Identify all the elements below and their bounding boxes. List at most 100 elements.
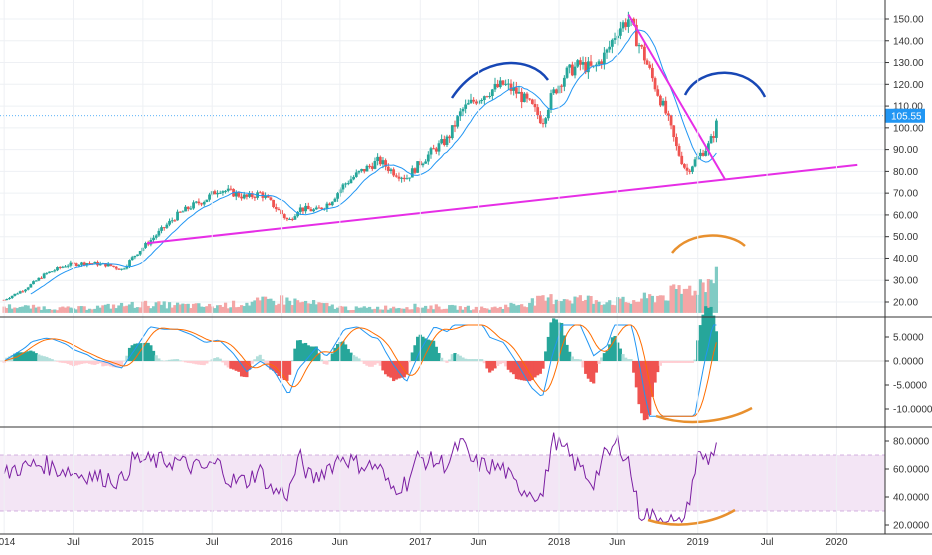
- candle-body[interactable]: [283, 214, 286, 218]
- candle-body[interactable]: [600, 61, 603, 64]
- candle-body[interactable]: [115, 267, 118, 269]
- candle-body[interactable]: [304, 206, 307, 211]
- candle-body[interactable]: [507, 84, 510, 85]
- candle-body[interactable]: [27, 288, 30, 290]
- candle-body[interactable]: [238, 192, 241, 196]
- candle-body[interactable]: [462, 109, 465, 111]
- candle-body[interactable]: [326, 204, 329, 209]
- candle-body[interactable]: [176, 212, 179, 221]
- candle-body[interactable]: [702, 153, 705, 156]
- candle-body[interactable]: [694, 159, 697, 166]
- candle-body[interactable]: [355, 172, 358, 177]
- candle-body[interactable]: [560, 86, 563, 87]
- candle-body[interactable]: [624, 22, 627, 27]
- candle-body[interactable]: [270, 198, 273, 200]
- candle-body[interactable]: [328, 204, 331, 205]
- candle-body[interactable]: [411, 168, 414, 177]
- candle-body[interactable]: [464, 105, 467, 109]
- candle-body[interactable]: [579, 60, 582, 65]
- candle-body[interactable]: [526, 94, 529, 99]
- candle-body[interactable]: [230, 189, 233, 190]
- candle-body[interactable]: [35, 281, 38, 282]
- candle-body[interactable]: [75, 263, 78, 266]
- candle-body[interactable]: [651, 68, 654, 78]
- candle-body[interactable]: [614, 38, 617, 40]
- candle-body[interactable]: [686, 168, 689, 171]
- candle-body[interactable]: [456, 116, 459, 126]
- candle-body[interactable]: [219, 193, 222, 194]
- candle-body[interactable]: [168, 221, 171, 225]
- candle-body[interactable]: [342, 184, 345, 189]
- candle-body[interactable]: [542, 123, 545, 124]
- candle-body[interactable]: [590, 61, 593, 65]
- candle-body[interactable]: [403, 178, 406, 179]
- candle-body[interactable]: [184, 207, 187, 212]
- candle-body[interactable]: [502, 80, 505, 84]
- candle-body[interactable]: [205, 200, 208, 202]
- candle-body[interactable]: [45, 273, 48, 274]
- candle-body[interactable]: [662, 101, 665, 106]
- candle-body[interactable]: [486, 96, 489, 97]
- volume-arc[interactable]: [672, 236, 745, 253]
- candle-body[interactable]: [157, 231, 160, 236]
- candle-body[interactable]: [368, 166, 371, 167]
- candle-body[interactable]: [286, 218, 289, 219]
- candle-body[interactable]: [152, 238, 155, 240]
- candle-body[interactable]: [294, 216, 297, 220]
- candle-body[interactable]: [69, 263, 72, 266]
- candle-body[interactable]: [173, 220, 176, 221]
- candle-body[interactable]: [299, 207, 302, 212]
- candle-body[interactable]: [51, 271, 54, 272]
- candle-body[interactable]: [315, 208, 318, 210]
- candle-body[interactable]: [408, 178, 411, 179]
- candle-body[interactable]: [88, 263, 91, 264]
- candle-body[interactable]: [571, 65, 574, 76]
- support-trendline[interactable]: [147, 165, 857, 243]
- candle-body[interactable]: [16, 294, 19, 295]
- candle-body[interactable]: [392, 169, 395, 175]
- candle-body[interactable]: [278, 209, 281, 210]
- candle-body[interactable]: [123, 269, 126, 270]
- candle-body[interactable]: [528, 99, 531, 100]
- candle-body[interactable]: [334, 199, 337, 202]
- candle-body[interactable]: [566, 68, 569, 78]
- candle-body[interactable]: [710, 136, 713, 143]
- candle-body[interactable]: [160, 227, 163, 231]
- candle-body[interactable]: [646, 60, 649, 64]
- candle-body[interactable]: [208, 195, 211, 200]
- candle-body[interactable]: [37, 278, 40, 281]
- candle-body[interactable]: [659, 96, 662, 106]
- candle-body[interactable]: [438, 143, 441, 151]
- candle-body[interactable]: [432, 148, 435, 149]
- candle-body[interactable]: [387, 167, 390, 171]
- candle-body[interactable]: [21, 291, 24, 292]
- candle-body[interactable]: [451, 125, 454, 138]
- candle-body[interactable]: [80, 262, 83, 264]
- candle-body[interactable]: [430, 148, 433, 154]
- candle-body[interactable]: [32, 281, 35, 284]
- candle-body[interactable]: [582, 62, 585, 65]
- candle-body[interactable]: [272, 200, 275, 207]
- candle-body[interactable]: [467, 103, 470, 104]
- candle-body[interactable]: [390, 169, 393, 171]
- candle-body[interactable]: [189, 208, 192, 209]
- candle-body[interactable]: [520, 92, 523, 102]
- candle-body[interactable]: [536, 107, 539, 115]
- candle-body[interactable]: [406, 178, 409, 179]
- candle-body[interactable]: [683, 164, 686, 168]
- price-panel[interactable]: [0, 12, 885, 313]
- candle-body[interactable]: [24, 290, 27, 292]
- candle-body[interactable]: [699, 153, 702, 156]
- candle-body[interactable]: [576, 60, 579, 66]
- candle-body[interactable]: [664, 101, 667, 114]
- candle-body[interactable]: [678, 146, 681, 156]
- candle-body[interactable]: [136, 255, 139, 256]
- candle-body[interactable]: [515, 87, 518, 93]
- candle-body[interactable]: [499, 80, 502, 87]
- candle-body[interactable]: [187, 207, 190, 209]
- candle-body[interactable]: [606, 50, 609, 53]
- candle-body[interactable]: [288, 219, 291, 220]
- candle-body[interactable]: [291, 219, 294, 220]
